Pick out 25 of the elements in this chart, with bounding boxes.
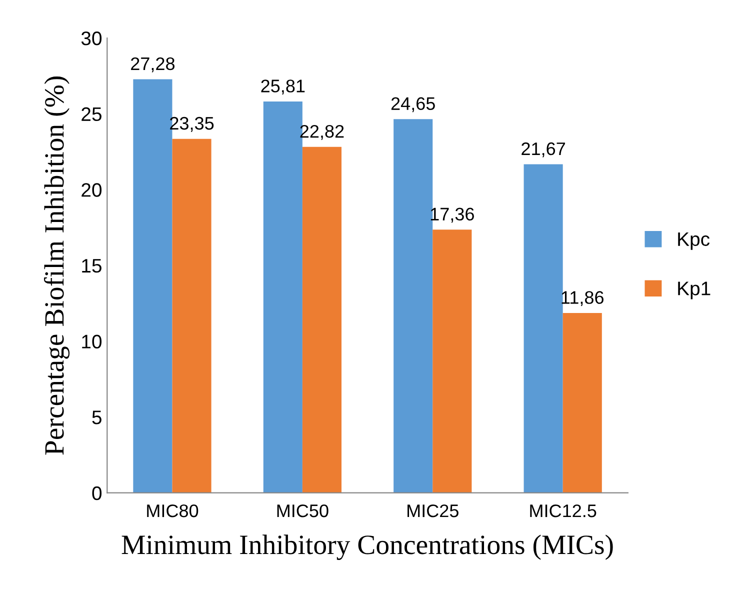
y-tick-label: 10 (82, 334, 102, 348)
y-tick-label: 0 (92, 486, 102, 500)
data-label: 27,28 (131, 57, 175, 72)
bar (394, 119, 433, 493)
y-tick-label: 30 (81, 31, 102, 46)
x-tick-label: MIC50 (277, 504, 328, 518)
x-tick-label: MIC80 (147, 504, 198, 518)
y-tick-label: 20 (82, 183, 102, 197)
bar (562, 313, 602, 493)
bar (172, 138, 212, 493)
data-label: 25,81 (261, 80, 305, 95)
data-label: 21,67 (522, 142, 565, 158)
bar (524, 164, 563, 493)
y-axis-title: Percentage Biofilm Inhibition (%) (44, 76, 70, 455)
y-tick-label: 25 (82, 107, 102, 122)
data-label: 24,65 (391, 97, 435, 112)
x-tick-label: MIC12.5 (530, 504, 596, 518)
y-tick-label: 5 (92, 410, 102, 424)
legend-label: Kpc (678, 232, 710, 250)
bar (432, 230, 472, 493)
bar (302, 146, 342, 493)
x-tick-label: MIC25 (408, 504, 458, 518)
y-tick-label: 15 (82, 259, 102, 273)
legend-label: Kp1 (678, 282, 710, 300)
x-axis-title: Minimum Inhibitory Concentrations (MICs) (122, 534, 613, 560)
